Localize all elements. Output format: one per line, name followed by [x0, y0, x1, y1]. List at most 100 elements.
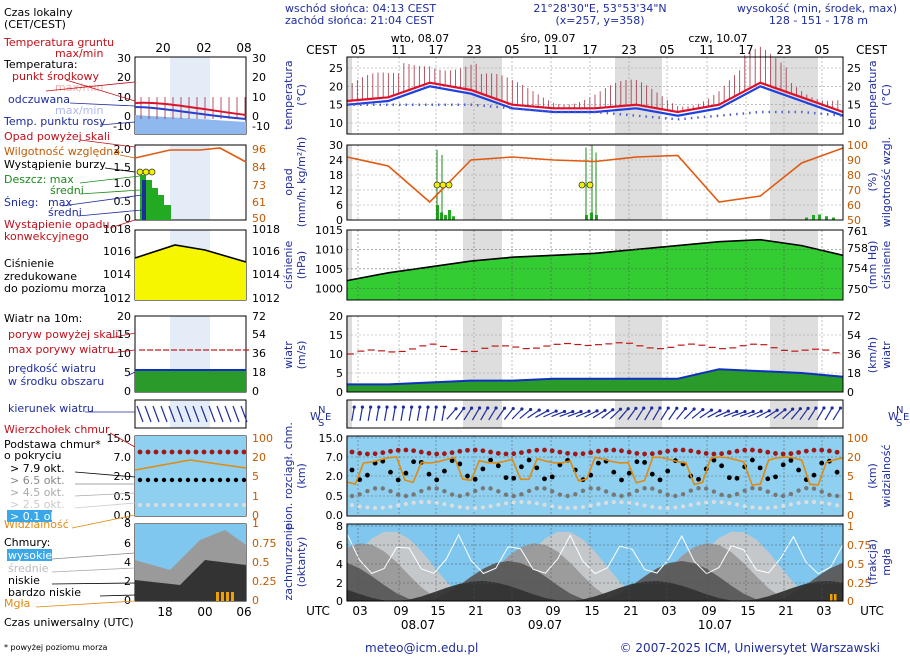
cloud-top-marker [619, 448, 624, 454]
cloud-top-marker [726, 450, 732, 455]
leader-line [79, 175, 141, 184]
cloud-base-marker [834, 493, 840, 499]
cloud-top-marker [673, 447, 678, 453]
utc-tick: 15 [584, 604, 599, 618]
cloud-top-marker [403, 447, 409, 453]
wind-arrow-head [426, 405, 430, 409]
legend-temp-tick: 20 [117, 71, 131, 84]
cloud-base-marker [634, 501, 639, 506]
wind-arrow [723, 410, 737, 418]
cloud-base-marker [473, 505, 478, 510]
cloud-base-marker [811, 472, 817, 478]
legend-cloud-base [210, 503, 214, 507]
legend-label: > 6.5 okt. [10, 474, 65, 487]
cloud-top-marker [388, 448, 393, 454]
cloud-base-marker [619, 500, 624, 505]
legend-storm-marker [142, 168, 150, 176]
cloud-top-marker [649, 451, 655, 457]
leader-line [65, 79, 136, 102]
wind-arrow [424, 407, 429, 421]
temp-axis-unit: (°C) [295, 84, 308, 106]
legend-cloud-base [194, 503, 198, 507]
legend-press-tick: 1016 [103, 245, 131, 258]
legend-cover-tick: 4 [124, 556, 131, 569]
cloud-base-marker [557, 492, 563, 497]
cloud-base-marker [550, 504, 555, 509]
storm-marker [433, 181, 441, 189]
cloud-base-marker [627, 500, 632, 505]
legend-cloud-base [154, 503, 158, 507]
cloud-base-marker [380, 486, 385, 491]
legend-cloud-base [242, 503, 246, 507]
legend-wind-tick-r: 0 [252, 385, 259, 398]
wind-kmh-tick: 72 [847, 310, 861, 323]
wind-arrow [559, 411, 573, 417]
cloud-top-marker [703, 451, 709, 456]
wind-arrow [359, 407, 364, 421]
precip-tick: 6 [336, 199, 343, 212]
cloud-base-marker [504, 501, 508, 506]
cloud-base-marker [642, 459, 647, 465]
wind-arrow-head [675, 406, 679, 410]
cloud-base-marker [819, 500, 824, 505]
legend-label: bardzo niskie [8, 586, 81, 599]
cloud-base-marker [488, 486, 493, 491]
cloud-base-marker [804, 485, 809, 491]
cloud-base-marker [750, 505, 755, 510]
cloud-base-marker [442, 468, 447, 474]
leader-line [119, 154, 136, 159]
night-band-edge [346, 230, 352, 300]
pressure-tick: 1010 [315, 243, 343, 256]
cloud-top-marker [757, 448, 763, 454]
cloud-base-marker [542, 486, 547, 491]
wind-axis-title: wiatr [282, 341, 295, 369]
leader-line [99, 594, 136, 597]
legend-label: Śnieg: [4, 196, 38, 209]
utc-label-right: UTC [860, 604, 884, 618]
cloud-base-marker [673, 505, 678, 510]
legend-label: niskie [8, 574, 40, 587]
cloud-base-marker [734, 491, 740, 497]
wind-arrow-head [393, 405, 397, 409]
cloud-top-marker [803, 448, 809, 454]
footer-email[interactable]: meteo@icm.edu.pl [365, 641, 478, 655]
temp-tick-right: 10 [847, 117, 861, 130]
wind-arrow [699, 409, 712, 419]
legend-press-tick: 1018 [103, 223, 131, 236]
legend-label: Temperatura: [3, 58, 78, 71]
legend-cloud-base [146, 503, 150, 507]
wind-arrow-head [537, 408, 541, 412]
legend-tick: 08 [236, 41, 251, 55]
wind-tick: 5 [336, 367, 343, 380]
utc-tick: 15 [740, 604, 755, 618]
wind-arrow-head [442, 405, 447, 409]
wind-arrow [519, 409, 531, 419]
legend-cloud-base [226, 503, 230, 507]
day-label: śro, 09.07 [520, 32, 575, 45]
legend-wind-arrow [216, 405, 224, 423]
cest-tick: 11 [391, 43, 406, 57]
cloud-base-marker [657, 477, 663, 483]
legend-cloud-tick: 0.5 [114, 490, 132, 503]
wind-arrow [416, 407, 421, 421]
humidity-tick: 100 [847, 139, 868, 152]
day-label: czw, 10.07 [688, 32, 747, 45]
legend-cloud-bg [135, 436, 246, 516]
cloud-base-marker [588, 486, 593, 491]
cloud-base-marker [757, 465, 763, 471]
pressure-axis-title: ciśnienie [282, 241, 295, 290]
cloud-base-marker [534, 465, 540, 471]
legend-vis-tick: 0 [252, 509, 259, 522]
legend-pressure-area [135, 245, 246, 300]
wind-arrow [592, 409, 606, 419]
cloud-base-marker [673, 493, 678, 499]
legend-cloud-base [241, 477, 247, 483]
wind-line [347, 368, 844, 386]
cover-tick: 6 [336, 539, 343, 552]
fog-tick: 0.5 [847, 558, 865, 571]
legend-label: Temp. punktu rosy [3, 115, 106, 128]
wind-arrow [471, 407, 481, 421]
legend-label: max/min [55, 104, 103, 117]
legend-fog-tick: 0.75 [252, 537, 277, 550]
